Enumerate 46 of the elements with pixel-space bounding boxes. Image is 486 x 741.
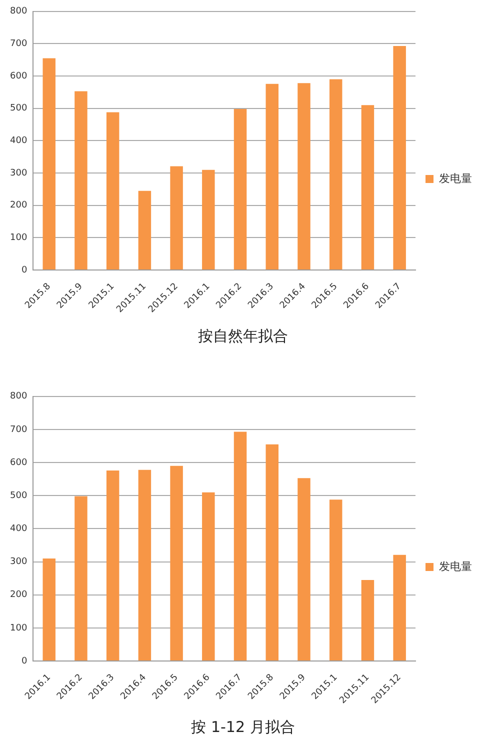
y-tick-label: 700 (10, 424, 28, 435)
bar (329, 500, 342, 661)
y-tick-label: 400 (10, 136, 28, 146)
y-tick-label: 800 (10, 6, 28, 17)
bar (202, 170, 215, 270)
y-tick-label: 200 (10, 590, 28, 600)
bar (106, 112, 120, 270)
y-tick-label: 500 (10, 490, 28, 501)
y-tick-label: 0 (21, 656, 28, 666)
y-tick-label: 0 (21, 265, 28, 276)
y-tick-label: 200 (10, 200, 28, 211)
y-tick-label: 700 (10, 39, 28, 50)
bar (234, 109, 247, 270)
bar (42, 558, 56, 661)
bar (138, 190, 152, 270)
text: 按 1-12 月拟合 (191, 718, 295, 736)
y-tick-label: 800 (10, 392, 28, 402)
y-tick-label: 400 (10, 524, 28, 534)
bar (329, 79, 342, 270)
y-tick-label: 300 (10, 168, 28, 178)
bar (138, 470, 152, 661)
bar (202, 492, 215, 661)
bar (393, 554, 406, 661)
y-tick-label: 300 (10, 557, 28, 568)
y-tick-label: 500 (10, 104, 28, 114)
bar (361, 580, 374, 661)
y-tick-label: 600 (10, 71, 28, 82)
legend-label: 发电量 (439, 172, 472, 185)
text: 按自然年拟合 (198, 326, 288, 345)
bar (266, 444, 278, 661)
bar (42, 58, 56, 270)
bar (170, 166, 183, 270)
bar (170, 466, 183, 661)
bar (298, 83, 310, 270)
y-tick-label: 100 (10, 233, 28, 244)
bar (74, 496, 88, 661)
legend-label: 发电量 (439, 560, 472, 573)
bar (74, 91, 88, 270)
bar (266, 84, 278, 270)
y-tick-label: 600 (10, 458, 28, 468)
y-tick-label: 100 (10, 623, 28, 634)
bar (106, 470, 120, 661)
bar (393, 46, 406, 270)
bar (298, 478, 310, 661)
bar (361, 105, 374, 270)
bar (234, 432, 247, 661)
